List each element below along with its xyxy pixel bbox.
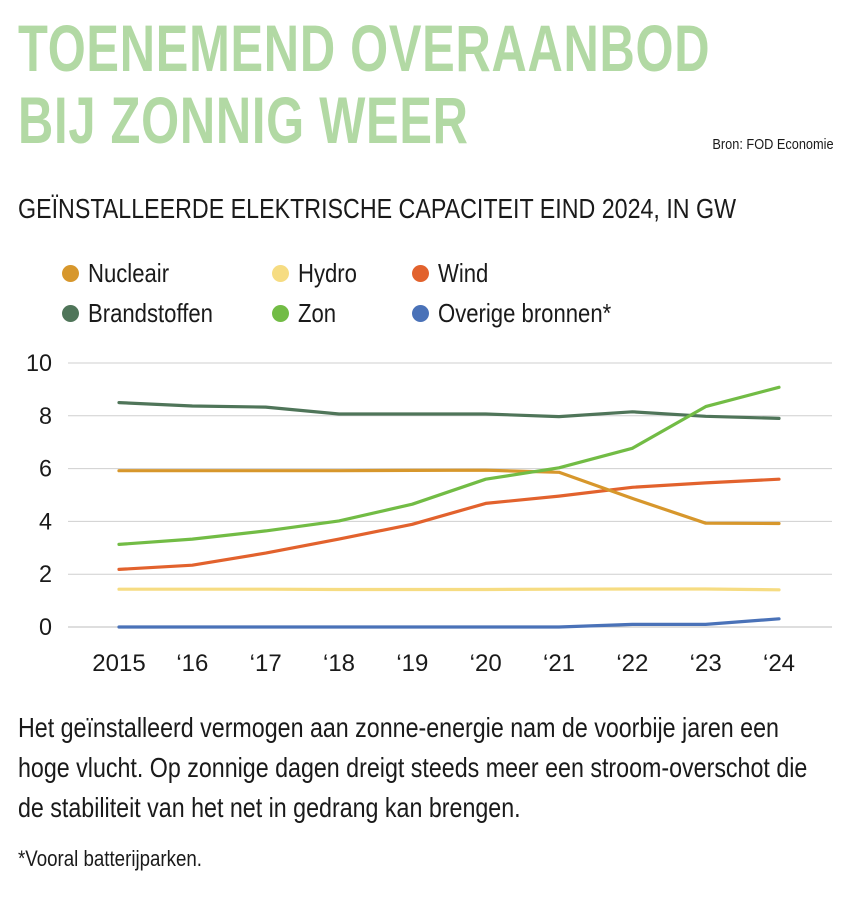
title-line-2: BIJ ZONNIG WEER — [18, 83, 469, 157]
x-tick-label: 2015 — [92, 650, 145, 677]
footnote: *Vooral batterijparken. — [18, 846, 202, 871]
legend: Nucleair Hydro Wind Brandstoffen Zon Overige … — [62, 258, 762, 338]
chart-title: TOENEMEND OVERAANBOD BIJ ZONNIG WEER — [18, 12, 710, 156]
legend-item-brandstoffen: Brandstoffen — [62, 298, 235, 329]
legend-item-wind: Wind — [412, 258, 497, 289]
legend-item-zon: Zon — [272, 298, 343, 329]
series-line-brandstoffen — [117, 400, 781, 421]
legend-item-overige-bronnen: Overige bronnen* — [412, 298, 642, 329]
series-line-hydro — [117, 587, 781, 592]
y-tick-label: 4 — [39, 508, 52, 535]
y-tick-label: 2 — [39, 561, 52, 588]
legend-label: Zon — [298, 298, 337, 328]
chart-subtitle: GEÏNSTALLEERDE ELEKTRISCHE CAPACITEIT EI… — [18, 193, 737, 224]
y-tick-label: 8 — [39, 403, 52, 430]
body-text: Het geïnstalleerd vermogen aan zonne-ene… — [18, 712, 808, 823]
legend-label: Brandstoffen — [88, 298, 213, 328]
x-tick-label: ‘17 — [250, 650, 282, 677]
x-tick-label: ‘19 — [396, 650, 428, 677]
line-chart: 0 2 4 6 8 10 2015 ‘16 ‘17 ‘18 ‘19 ‘20 ‘21 ‘22 ‘23 ‘24 — [26, 350, 832, 677]
legend-swatch — [412, 305, 429, 322]
legend-swatch — [62, 265, 79, 282]
series-line-nucleair — [117, 468, 781, 526]
x-tick-label: ‘18 — [323, 650, 355, 677]
y-tick-label: 10 — [26, 350, 52, 377]
source-label: Bron: FOD Economie — [712, 136, 834, 153]
legend-item-hydro: Hydro — [272, 258, 367, 289]
title-line-1: TOENEMEND OVERAANBOD — [18, 11, 711, 85]
x-tick-label: ‘24 — [763, 650, 795, 677]
x-tick-label: ‘16 — [176, 650, 208, 677]
legend-swatch — [412, 265, 429, 282]
series-line-overige-bronnen — [117, 617, 781, 629]
y-tick-label: 6 — [39, 456, 52, 483]
legend-swatch — [272, 305, 289, 322]
x-tick-label: ‘23 — [690, 650, 722, 677]
legend-label: Wind — [438, 258, 489, 288]
x-tick-label: ‘21 — [543, 650, 575, 677]
legend-label: Nucleair — [88, 258, 170, 288]
legend-swatch — [62, 305, 79, 322]
series-line-zon — [117, 385, 781, 546]
x-tick-label: ‘22 — [616, 650, 648, 677]
x-tick-label: ‘20 — [470, 650, 502, 677]
y-tick-label: 0 — [39, 614, 52, 641]
legend-item-nucleair: Nucleair — [62, 258, 183, 289]
legend-label: Overige bronnen* — [438, 298, 612, 328]
legend-swatch — [272, 265, 289, 282]
legend-label: Hydro — [298, 258, 357, 288]
series-line-wind — [117, 477, 781, 571]
